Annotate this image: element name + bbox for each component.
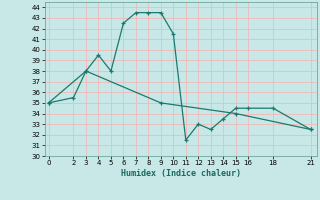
X-axis label: Humidex (Indice chaleur): Humidex (Indice chaleur) xyxy=(121,169,241,178)
